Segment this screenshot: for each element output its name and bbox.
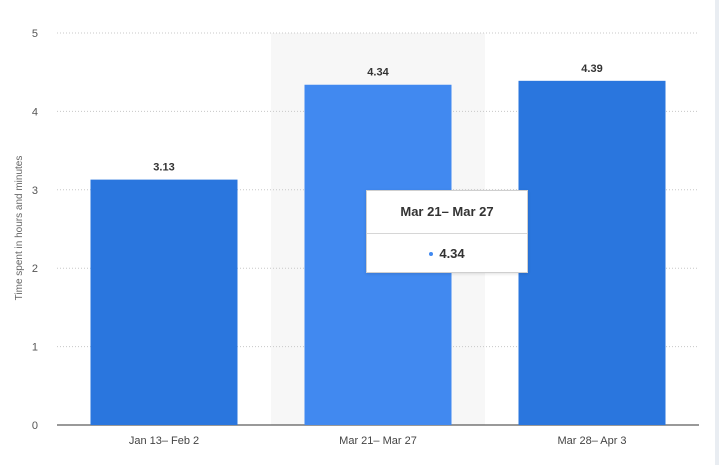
- y-tick-label: 1: [32, 342, 38, 354]
- x-tick-label: Mar 28– Apr 3: [557, 435, 626, 447]
- tooltip: Mar 21– Mar 27 4.34: [366, 190, 528, 273]
- bar: [518, 80, 666, 425]
- tooltip-value-row: 4.34: [367, 234, 527, 274]
- tooltip-value: 4.34: [439, 246, 465, 261]
- x-tick-label: Mar 21– Mar 27: [339, 435, 417, 447]
- data-label: 3.13: [153, 162, 174, 174]
- series-dot-icon: [429, 251, 434, 256]
- tooltip-title: Mar 21– Mar 27: [367, 191, 527, 234]
- y-tick-label: 4: [32, 106, 38, 118]
- y-axis-title: Time spent in hours and minutes: [14, 156, 25, 301]
- data-label: 4.39: [581, 63, 602, 75]
- y-tick-label: 2: [32, 263, 38, 275]
- y-tick-label: 0: [32, 420, 38, 432]
- x-tick-label: Jan 13– Feb 2: [129, 435, 199, 447]
- y-tick-label: 3: [32, 185, 38, 197]
- right-scroll-edge: [715, 0, 719, 465]
- bar: [90, 179, 238, 425]
- y-tick-label: 5: [32, 28, 38, 40]
- data-label: 4.34: [367, 67, 389, 79]
